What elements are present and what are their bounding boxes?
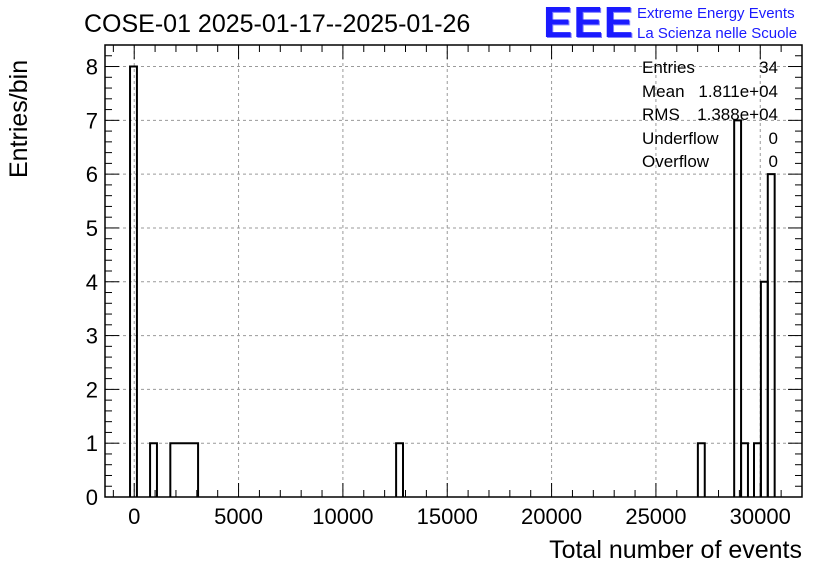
- stats-row-entries: Entries 34: [640, 58, 780, 82]
- logo-line-1: Extreme Energy Events: [637, 5, 795, 22]
- stats-label: Mean: [642, 81, 685, 101]
- x-tick-label: 15000: [417, 504, 478, 529]
- x-tick-label: 0: [128, 504, 140, 529]
- stats-value: 1.388e+04: [697, 105, 778, 124]
- y-tick-label: 1: [86, 431, 98, 456]
- chart-title: COSE-01 2025-01-17--2025-01-26: [84, 10, 471, 38]
- histogram-bin: [766, 173, 776, 497]
- histogram-bin: [149, 442, 158, 497]
- stats-label: Entries: [642, 58, 695, 77]
- y-tick-label: 0: [86, 485, 98, 510]
- stats-label: RMS: [642, 105, 680, 124]
- y-tick-label: 5: [86, 216, 98, 241]
- histogram-bin: [740, 442, 749, 497]
- x-tick-label: 10000: [312, 504, 373, 529]
- x-tick-label: 30000: [730, 504, 791, 529]
- y-tick-label: 3: [86, 324, 98, 349]
- eee-logo: EEE Extreme Energy Events La Scienza nel…: [543, 0, 833, 47]
- y-tick-label: 7: [86, 108, 98, 133]
- histogram-bin: [395, 442, 404, 497]
- y-tick-label: 4: [86, 270, 98, 295]
- histogram-bin: [129, 65, 138, 497]
- y-tick-label: 2: [86, 377, 98, 402]
- y-tick-label: 8: [86, 55, 98, 80]
- stats-row-underflow: Underflow 0: [640, 129, 780, 153]
- stats-value: 0: [768, 128, 778, 148]
- stats-value: 34: [759, 58, 778, 77]
- stats-row-mean: Mean 1.811e+04: [640, 82, 780, 106]
- stats-row-overflow: Overflow 0: [640, 152, 780, 176]
- logo-line-2: La Scienza nelle Scuole: [637, 25, 798, 42]
- stats-box: Entries 34 Mean 1.811e+04 RMS 1.388e+04 …: [640, 58, 780, 176]
- stats-value: 0: [768, 152, 778, 171]
- stats-label: Overflow: [642, 152, 710, 171]
- stats-label: Underflow: [642, 128, 719, 148]
- plot-frame: [104, 44, 803, 498]
- x-axis-title: Total number of events: [549, 536, 802, 564]
- x-tick-label: 25000: [625, 504, 686, 529]
- x-tick-label: 5000: [214, 504, 263, 529]
- histogram-bin: [733, 119, 743, 497]
- stats-value: 1.811e+04: [698, 81, 778, 101]
- y-tick-label: 6: [86, 162, 98, 187]
- histogram-bin: [169, 442, 200, 497]
- histogram-bin: [696, 442, 706, 497]
- logo-mark: EEE: [543, 0, 635, 47]
- stats-row-rms: RMS 1.388e+04: [640, 105, 780, 129]
- x-tick-label: 20000: [521, 504, 582, 529]
